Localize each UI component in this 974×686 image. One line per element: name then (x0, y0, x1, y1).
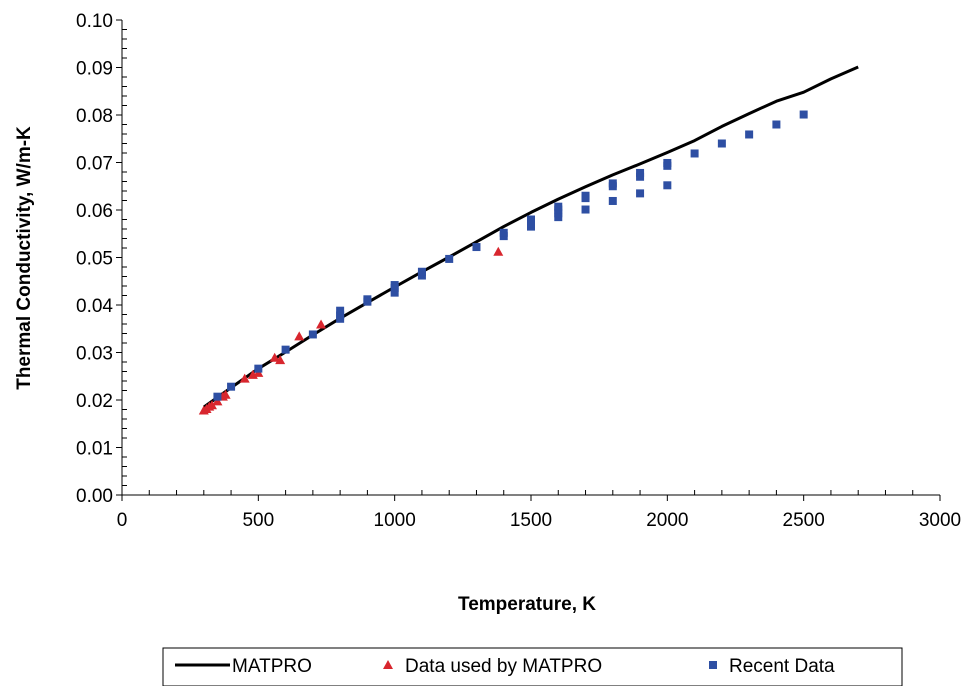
recent-data-point (608, 196, 617, 205)
matpro-data-point (212, 396, 223, 406)
recent-data-point (663, 158, 672, 167)
matpro-data-point (294, 331, 305, 341)
x-tick-label: 2000 (646, 510, 688, 531)
recent-data-point (717, 139, 726, 148)
recent-data-point (799, 110, 808, 119)
matpro-data-point (493, 246, 504, 256)
recent-data-point (445, 254, 454, 263)
recent-data-point (336, 306, 345, 315)
legend-label-matpro-data: Data used by MATPRO (405, 656, 602, 677)
matpro-line (202, 65, 859, 409)
legend-box (162, 647, 903, 686)
y-tick-label: 0.02 (76, 391, 113, 412)
x-tick-label: 3000 (919, 510, 961, 531)
y-tick-label: 0.05 (76, 249, 113, 270)
recent-data-point (636, 189, 645, 198)
recent-data-point (363, 295, 372, 304)
recent-data-point (527, 215, 535, 224)
x-tick-label: 0 (117, 510, 128, 531)
y-axis-title: Thermal Conductivity, W/m-K (14, 126, 35, 390)
recent-data-point (608, 179, 617, 188)
x-tick-label: 1000 (374, 510, 416, 531)
legend-swatch-recent-data (709, 661, 717, 669)
matpro-data-point (269, 352, 280, 362)
y-tick-label: 0.10 (76, 11, 113, 32)
plot-area (198, 65, 859, 415)
recent-data-point (499, 228, 508, 237)
recent-data-point (772, 120, 781, 129)
axes (116, 19, 941, 501)
recent-data-point (390, 288, 399, 297)
matpro-data-point (239, 373, 250, 383)
matpro-data-point (206, 400, 217, 410)
y-tick-label: 0.03 (76, 344, 113, 365)
legend-label-matpro: MATPRO (232, 656, 312, 677)
matpro-data-point (220, 389, 231, 399)
recent-data-point (254, 364, 263, 373)
y-tick-label: 0.01 (76, 439, 113, 460)
legend: MATPRO Data used by MATPRO Recent Data (162, 647, 903, 686)
x-tick-label: 500 (242, 510, 274, 531)
legend-label-recent-data: Recent Data (729, 656, 835, 677)
recent-data-point (690, 149, 699, 158)
y-tick-label: 0.06 (76, 201, 113, 222)
y-tick-label: 0.00 (76, 486, 113, 507)
recent-data-point (227, 382, 236, 391)
recent-data-point (472, 243, 481, 252)
y-tick-label: 0.08 (76, 106, 113, 127)
recent-data-point (581, 205, 590, 214)
y-tick-label: 0.07 (76, 154, 113, 175)
recent-data-point (663, 181, 672, 190)
y-tick-label: 0.04 (76, 296, 113, 317)
legend-swatch-matpro-data (383, 660, 393, 669)
recent-data-point (336, 311, 345, 320)
recent-data-point (417, 267, 426, 276)
recent-data-point (213, 392, 222, 401)
matpro-data-point (275, 355, 286, 365)
recent-data-point (636, 168, 645, 177)
recent-data-point (390, 281, 399, 290)
y-tick-labels: 0.00 0.01 0.02 0.03 0.04 0.05 0.06 0.07 0.08 0.09… (76, 11, 113, 507)
x-tick-labels: 0 500 1000 1500 2000 2500 3000 (117, 510, 961, 531)
x-tick-label: 1500 (510, 510, 552, 531)
matpro-data-point (316, 319, 327, 329)
y-tick-label: 0.09 (76, 59, 113, 80)
recent-data-point (581, 191, 590, 200)
recent-data-point (745, 130, 754, 139)
x-tick-label: 2500 (783, 510, 825, 531)
recent-data-point (281, 345, 290, 354)
recent-data-point (308, 330, 317, 339)
recent-data-point (554, 202, 563, 211)
x-axis-title: Temperature, K (458, 594, 596, 615)
